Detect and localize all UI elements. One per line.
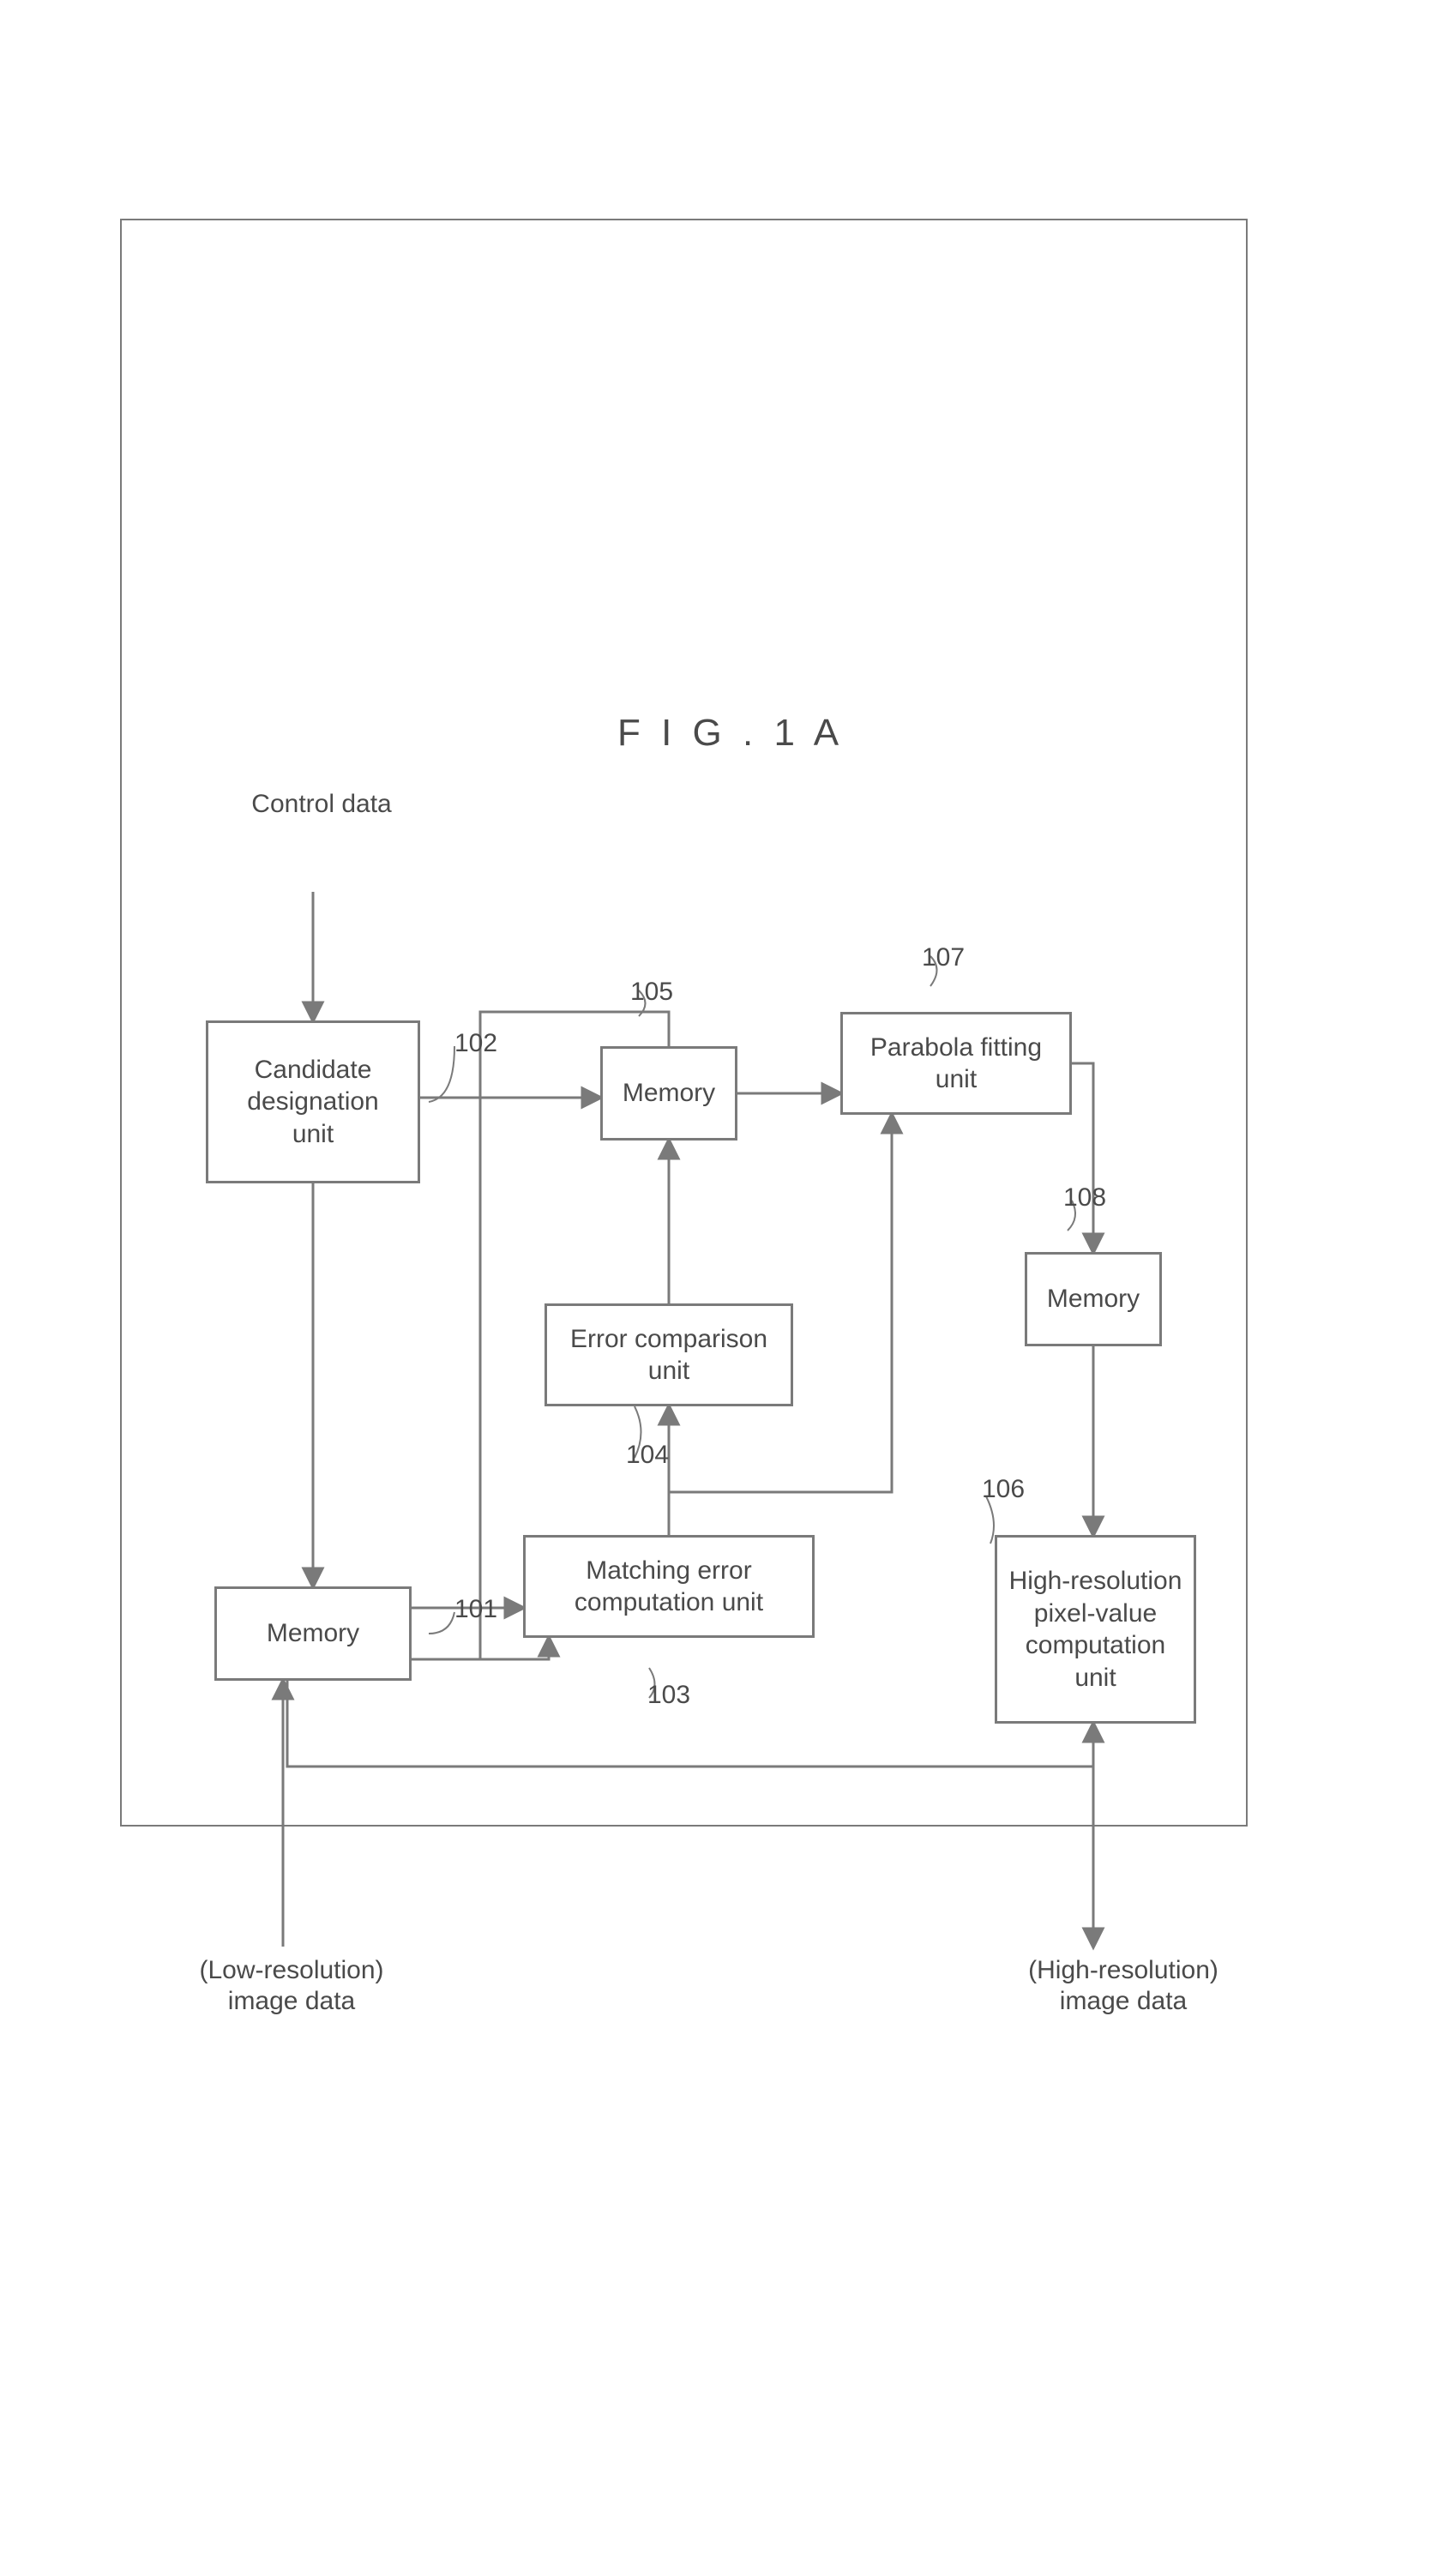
memory105-ref: 105 — [630, 978, 673, 1007]
memory101-ref: 101 — [454, 1595, 497, 1624]
output_label: (High-resolution) image data — [995, 1955, 1252, 2024]
cand102-ref: 102 — [454, 1029, 497, 1058]
memory108: Memory — [1025, 1252, 1162, 1346]
errcmp104: Error comparison unit — [545, 1303, 793, 1406]
input_label: (Low-resolution) image data — [163, 1955, 420, 2024]
errcmp104-ref: 104 — [626, 1441, 669, 1470]
memory105: Memory — [600, 1046, 737, 1141]
hires106-ref: 106 — [982, 1475, 1025, 1504]
memory101: Memory — [214, 1586, 412, 1681]
parabola107: Parabola fitting unit — [840, 1012, 1072, 1115]
hires106: High-resolution pixel-value computation … — [995, 1535, 1196, 1724]
cand102: Candidate designation unit — [206, 1020, 420, 1183]
memory108-ref: 108 — [1063, 1183, 1106, 1213]
parabola107-ref: 107 — [922, 943, 965, 972]
diagram-canvas: F I G . 1 A (Low-resolution) image data M… — [0, 0, 1432, 2576]
control_label: Control data — [214, 789, 429, 823]
figure-label: F I G . 1 A — [617, 712, 844, 755]
match103: Matching error computation unit — [523, 1535, 815, 1638]
match103-ref: 103 — [647, 1681, 690, 1710]
